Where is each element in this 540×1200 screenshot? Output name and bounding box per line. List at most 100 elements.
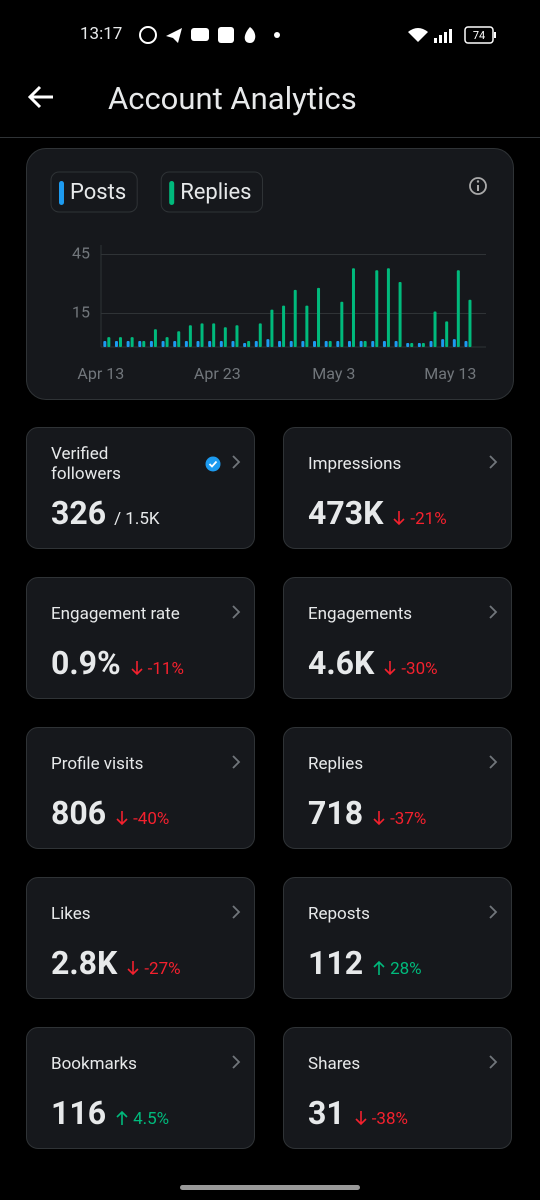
bar: [243, 343, 247, 347]
chevron-path: [489, 605, 498, 619]
chevron-path: [232, 755, 241, 769]
trend-arrow-path: [384, 661, 396, 676]
bar: [324, 341, 328, 347]
metric-card[interactable]: Bookmarks 116 4.5%: [26, 1027, 255, 1149]
bar: [410, 343, 414, 347]
bar: [375, 270, 379, 347]
bar: [347, 341, 351, 347]
verified-badge: [205, 456, 221, 472]
metric-title: Reposts: [308, 904, 370, 924]
metric-change: 28%: [373, 959, 422, 979]
back-button[interactable]: [28, 84, 56, 110]
bar: [118, 337, 122, 347]
metric-card[interactable]: Profile visits 806 -40%: [26, 727, 255, 849]
metric-card[interactable]: Reposts 112 28%: [283, 877, 512, 999]
metric-value: 2.8K -27%: [51, 944, 181, 982]
metric-number: 2.8K: [51, 944, 118, 982]
legend-item[interactable]: Posts: [50, 171, 138, 213]
bar: [177, 331, 181, 347]
metric-number: 473K: [308, 494, 384, 532]
trend-arrow-path: [373, 811, 385, 826]
metric-change-text: 28%: [390, 959, 422, 979]
metric-card[interactable]: Impressions 473K -21%: [283, 427, 512, 549]
metric-value: 31 -38%: [308, 1094, 408, 1132]
trend-arrow: [116, 1110, 128, 1125]
chevron-path: [489, 905, 498, 919]
bar: [130, 337, 134, 347]
bar: [247, 341, 251, 347]
chevron-path: [232, 605, 241, 619]
home-indicator: [180, 1185, 360, 1190]
metric-change: -21%: [393, 509, 447, 529]
metric-title: Profile visits: [51, 754, 144, 774]
metric-number: 31: [308, 1094, 345, 1132]
metric-change-text: -27%: [144, 959, 181, 979]
bar: [336, 341, 340, 347]
trend-arrow: [131, 661, 143, 676]
bar: [433, 311, 437, 347]
bar: [114, 341, 118, 347]
metric-number: 718: [308, 794, 364, 832]
metric-change: -38%: [355, 1109, 408, 1129]
status-time: 13:17: [80, 24, 123, 44]
metric-title: Replies: [308, 754, 364, 774]
chevron: [232, 755, 241, 769]
metric-card[interactable]: Likes 2.8K -27%: [26, 877, 255, 999]
bar: [153, 329, 157, 347]
bar: [200, 323, 204, 347]
metric-change-text: -30%: [401, 659, 438, 679]
metric-card[interactable]: Verified followers 326 / 1.5K: [26, 427, 255, 549]
bar: [371, 341, 375, 347]
legend-label: Posts: [70, 180, 126, 205]
metric-title: Verified followers: [51, 444, 121, 484]
legend-label: Replies: [180, 180, 251, 205]
bar: [394, 341, 398, 347]
badge-check: [208, 460, 218, 468]
metric-title: Shares: [308, 1054, 361, 1074]
bar: [386, 268, 390, 347]
metric-change: -30%: [384, 659, 438, 679]
bar: [398, 282, 402, 347]
chevron: [489, 1055, 498, 1069]
metric-number: 806: [51, 794, 107, 832]
legend-item[interactable]: Replies: [160, 171, 263, 213]
metric-card[interactable]: Shares 31 -38%: [283, 1027, 512, 1149]
bar: [313, 341, 317, 347]
bar: [293, 289, 297, 347]
trend-arrow-path: [116, 811, 128, 826]
bar: [429, 341, 433, 347]
bar: [417, 343, 421, 347]
chevron-path: [489, 1055, 498, 1069]
y-tick-label: 15: [72, 303, 90, 322]
trend-arrow-path: [373, 960, 385, 975]
metric-number: 4.6K: [308, 644, 375, 682]
chevron: [232, 1055, 241, 1069]
bar: [464, 341, 468, 347]
trend-arrow-path: [116, 1110, 128, 1125]
metric-change-text: -37%: [390, 809, 427, 829]
metric-value: 0.9% -11%: [51, 644, 184, 682]
bar: [208, 341, 212, 347]
bar: [452, 339, 456, 347]
metric-total: / 1.5K: [114, 509, 160, 529]
metric-value: 116 4.5%: [51, 1094, 169, 1132]
metric-number: 112: [308, 944, 364, 982]
bar: [103, 341, 107, 347]
bar: [270, 309, 274, 347]
metric-number: 116: [51, 1094, 107, 1132]
chevron: [232, 905, 241, 919]
chevron-path: [232, 905, 241, 919]
trend-arrow: [384, 661, 396, 676]
bar: [351, 268, 355, 347]
chevron: [489, 605, 498, 619]
bar: [456, 270, 460, 347]
metric-card[interactable]: Replies 718 -37%: [283, 727, 512, 849]
metric-card[interactable]: Engagement rate 0.9% -11%: [26, 577, 255, 699]
metric-change-text: 4.5%: [133, 1109, 170, 1129]
metric-value: 718 -37%: [308, 794, 426, 832]
metric-card[interactable]: Engagements 4.6K -30%: [283, 577, 512, 699]
metric-number: 326: [51, 494, 107, 532]
bar: [196, 341, 200, 347]
battery-level: 74: [473, 29, 485, 42]
